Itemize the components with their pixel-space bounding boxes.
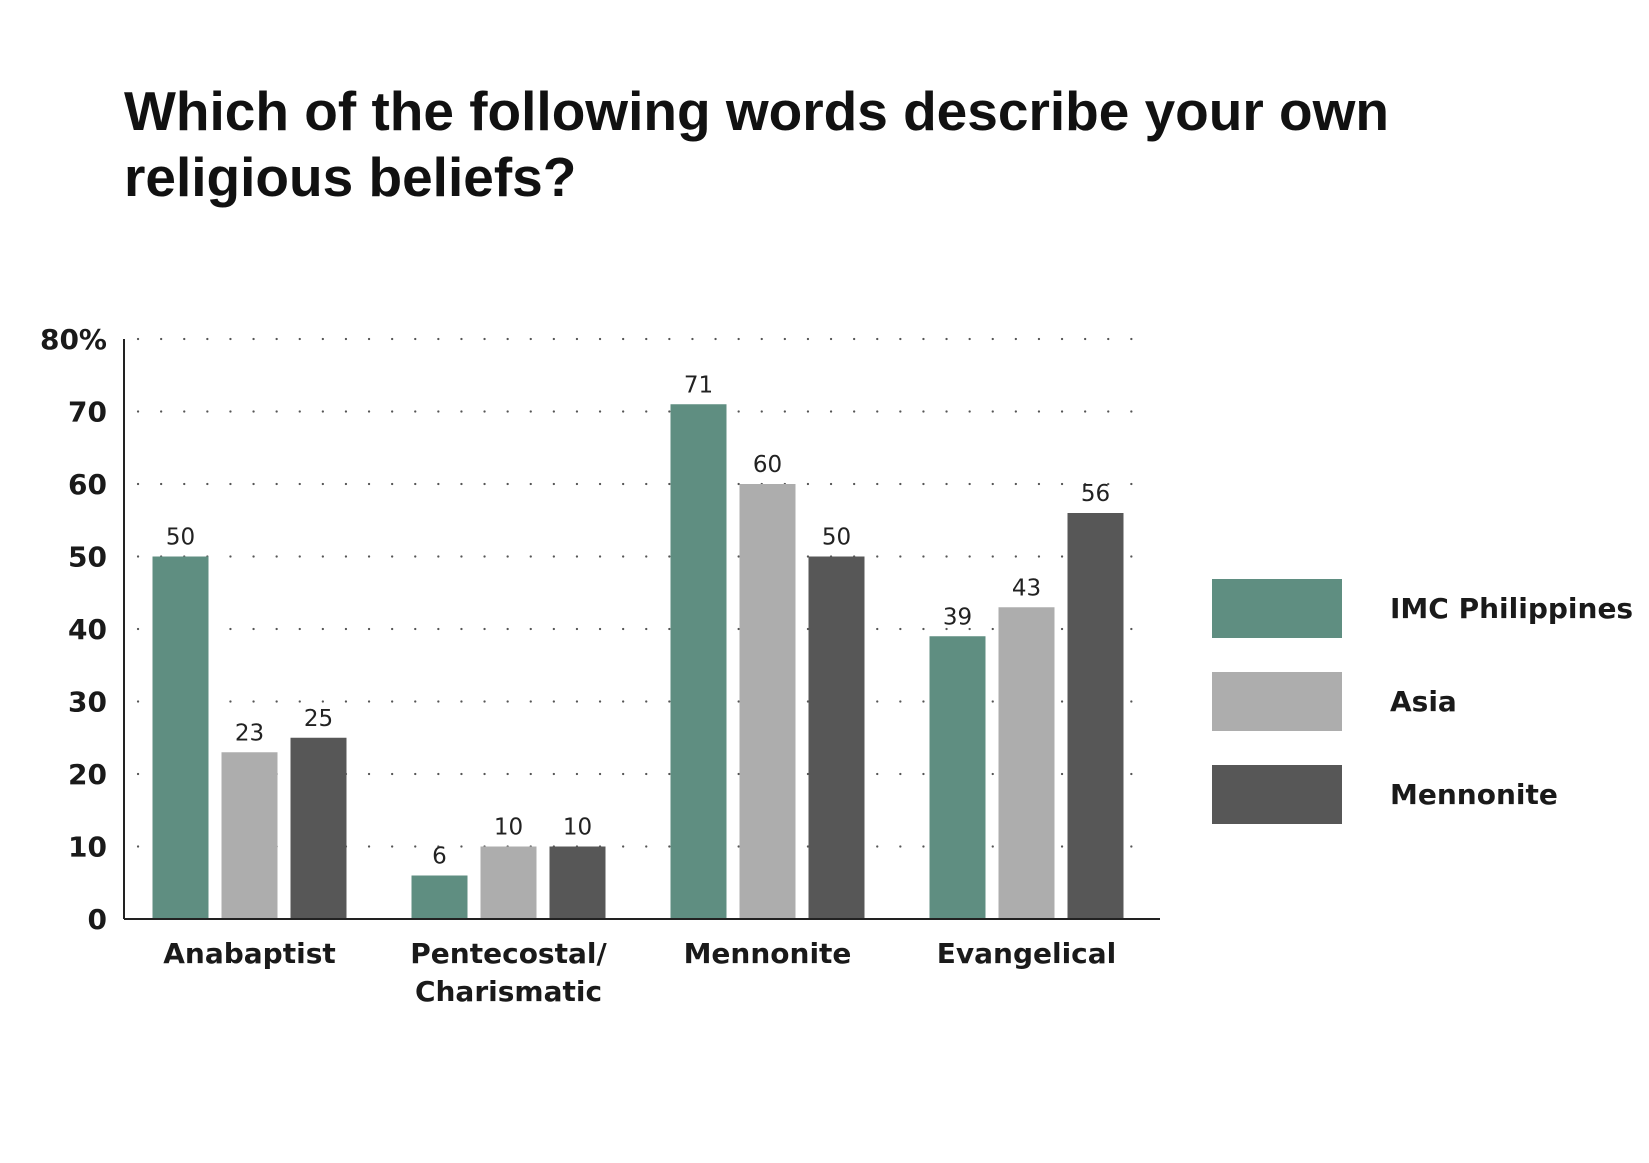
legend-label: Asia bbox=[1390, 685, 1457, 718]
data-label: 23 bbox=[235, 720, 264, 746]
data-label: 50 bbox=[822, 525, 851, 551]
x-tick-label: Charismatic bbox=[415, 975, 602, 1008]
bar bbox=[549, 846, 606, 919]
chart-title: Which of the following words describe yo… bbox=[124, 80, 1390, 208]
legend-label: IMC Philippines bbox=[1390, 592, 1633, 625]
bar bbox=[480, 846, 537, 919]
gridlines bbox=[136, 337, 1152, 848]
bar bbox=[411, 875, 468, 919]
data-label: 25 bbox=[304, 706, 333, 732]
x-tick-label: Mennonite bbox=[684, 937, 852, 970]
y-tick-label: 30 bbox=[68, 686, 107, 719]
data-label: 56 bbox=[1081, 481, 1110, 507]
y-tick-label: 60 bbox=[68, 468, 107, 501]
data-label: 43 bbox=[1012, 575, 1041, 601]
bar bbox=[152, 556, 209, 919]
bar bbox=[998, 607, 1055, 919]
bar bbox=[739, 484, 796, 919]
bar bbox=[808, 556, 865, 919]
data-label: 60 bbox=[753, 452, 782, 478]
bar bbox=[670, 404, 727, 919]
y-tick-label: 50 bbox=[68, 541, 107, 574]
bar bbox=[929, 636, 986, 919]
legend-swatch bbox=[1212, 765, 1342, 824]
bars bbox=[152, 404, 1124, 919]
data-labels: 50 23 25 6 10 10 71 60 50 39 43 56 bbox=[166, 372, 1110, 869]
y-tick-label: 10 bbox=[68, 831, 107, 864]
data-label: 6 bbox=[432, 844, 447, 870]
data-label: 39 bbox=[943, 604, 972, 630]
bar bbox=[1067, 513, 1124, 919]
y-tick-label: 20 bbox=[68, 758, 107, 791]
data-label: 71 bbox=[684, 372, 713, 398]
legend: IMC Philippines Asia Mennonite bbox=[1212, 579, 1633, 824]
y-tick-label: 40 bbox=[68, 613, 107, 646]
bar bbox=[290, 737, 347, 919]
data-label: 10 bbox=[563, 815, 592, 841]
x-tick-label: Pentecostal/ bbox=[410, 937, 607, 970]
y-tick-label: 80% bbox=[40, 323, 107, 356]
data-label: 10 bbox=[494, 815, 523, 841]
y-tick-label: 0 bbox=[88, 903, 107, 936]
y-tick-label: 70 bbox=[68, 396, 107, 429]
legend-label: Mennonite bbox=[1390, 778, 1558, 811]
legend-swatch bbox=[1212, 672, 1342, 731]
x-tick-label: Anabaptist bbox=[163, 937, 336, 970]
bar bbox=[221, 752, 278, 919]
legend-swatch bbox=[1212, 579, 1342, 638]
axes: 0 10 20 30 40 50 60 70 80% Anabaptist Pentecostal/… bbox=[40, 323, 1160, 1008]
data-label: 50 bbox=[166, 525, 195, 551]
x-tick-label: Evangelical bbox=[937, 937, 1117, 970]
